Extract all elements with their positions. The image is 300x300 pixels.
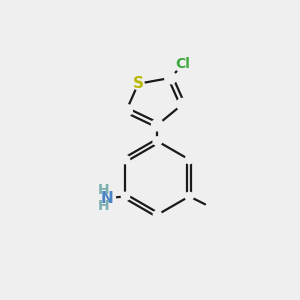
Circle shape [185, 155, 194, 164]
Text: H: H [98, 200, 110, 213]
Circle shape [153, 137, 161, 145]
Text: H: H [98, 183, 110, 197]
Circle shape [176, 98, 188, 110]
Text: N: N [101, 191, 114, 206]
Circle shape [185, 192, 194, 200]
Circle shape [153, 137, 161, 145]
Circle shape [113, 196, 116, 199]
Circle shape [132, 78, 144, 90]
Circle shape [152, 119, 163, 131]
Circle shape [153, 211, 161, 219]
Circle shape [122, 192, 130, 200]
Circle shape [122, 155, 130, 164]
Text: Cl: Cl [176, 57, 190, 71]
Text: S: S [133, 76, 144, 91]
Circle shape [177, 68, 179, 71]
Circle shape [121, 104, 132, 116]
Circle shape [165, 72, 176, 84]
